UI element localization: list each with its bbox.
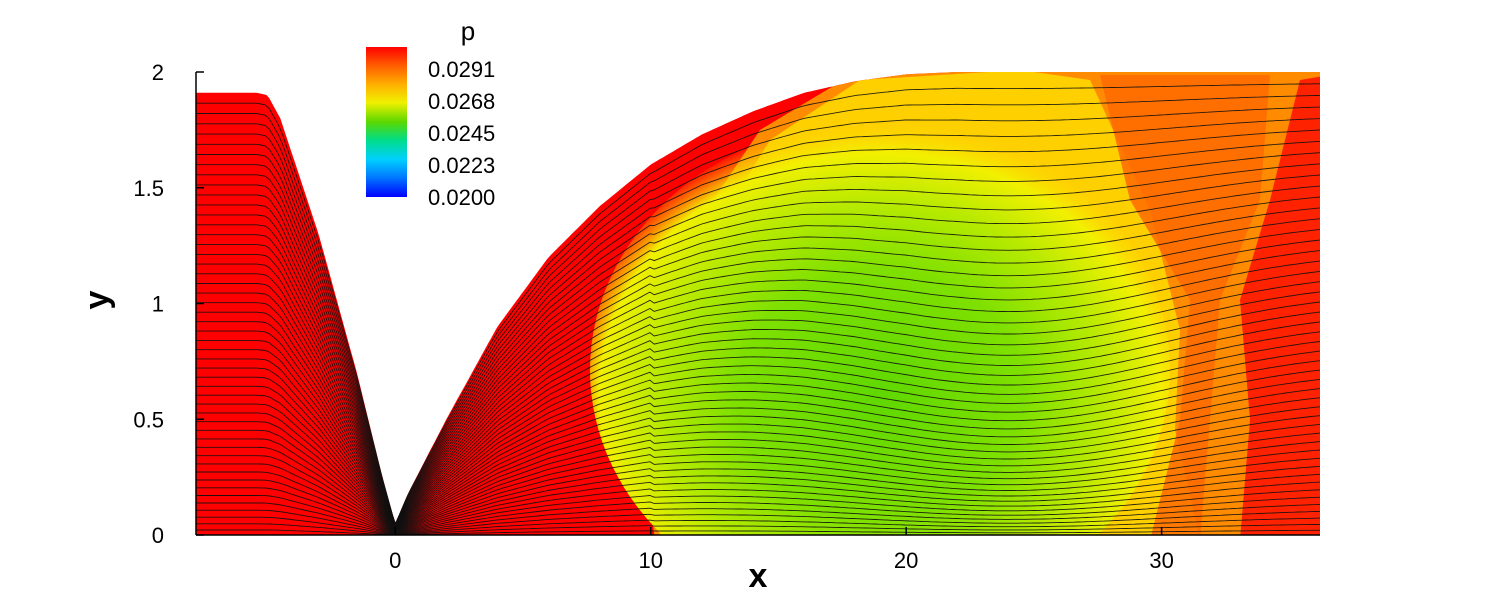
streamline <box>196 376 1320 532</box>
streamline <box>196 438 1320 533</box>
streamline <box>196 479 1320 534</box>
streamline <box>196 502 1320 535</box>
y-tick-label: 2 <box>152 60 164 85</box>
streamline <box>196 412 1320 532</box>
streamline <box>196 421 1320 533</box>
legend-level-label: 0.0200 <box>428 185 495 210</box>
streamline <box>196 281 1320 529</box>
streamline <box>196 339 1320 530</box>
pressure-red-right <box>1240 75 1320 535</box>
streamline <box>196 463 1320 534</box>
streamline <box>196 487 1320 535</box>
streamline <box>196 523 1320 535</box>
streamline <box>196 516 1320 535</box>
x-axis-title: x <box>749 557 768 595</box>
streamline <box>196 358 1320 531</box>
streamline <box>196 403 1320 532</box>
streamline <box>196 471 1320 534</box>
legend-level-label: 0.0291 <box>428 57 495 82</box>
streamline <box>196 394 1320 532</box>
y-tick-label: 1.5 <box>133 176 164 201</box>
y-tick-label: 0 <box>152 523 164 548</box>
streamline <box>196 83 1320 524</box>
streamline <box>196 301 1320 529</box>
x-tick-label: 10 <box>638 548 662 573</box>
streamline <box>196 260 1320 528</box>
streamline <box>196 228 1320 528</box>
streamline <box>196 429 1320 533</box>
streamline <box>196 270 1320 529</box>
y-axis-ticks: 0 0.5 1 1.5 2 <box>133 60 204 548</box>
streamlines <box>196 83 1320 535</box>
x-tick-label: 0 <box>389 548 401 573</box>
legend-level-label: 0.0223 <box>428 153 495 178</box>
x-tick-label: 30 <box>1149 548 1173 573</box>
streamline <box>196 385 1320 532</box>
x-axis-ticks: 0 10 20 30 <box>389 527 1174 573</box>
streamline <box>196 330 1320 530</box>
streamline <box>196 495 1320 535</box>
streamline <box>196 509 1320 535</box>
pressure-orange-right <box>1100 75 1270 535</box>
color-legend: p 0.0291 0.0268 0.0245 0.0223 0.0200 <box>366 16 495 210</box>
y-tick-label: 0.5 <box>133 407 164 432</box>
streamline <box>196 321 1320 530</box>
streamline <box>196 367 1320 531</box>
legend-level-label: 0.0245 <box>428 121 495 146</box>
legend-labels: 0.0291 0.0268 0.0245 0.0223 0.0200 <box>428 57 495 210</box>
x-tick-label: 20 <box>894 548 918 573</box>
legend-level-label: 0.0268 <box>428 89 495 114</box>
y-tick-label: 1 <box>152 292 164 317</box>
legend-colorbar <box>366 47 407 197</box>
streamline <box>196 311 1320 530</box>
legend-title: p <box>461 16 475 46</box>
streamline <box>196 446 1320 533</box>
streamline <box>196 455 1320 534</box>
streamline <box>196 291 1320 529</box>
streamline <box>196 349 1320 531</box>
streamline <box>196 250 1320 528</box>
y-axis-title: y <box>78 290 116 309</box>
pressure-field <box>196 72 1320 535</box>
